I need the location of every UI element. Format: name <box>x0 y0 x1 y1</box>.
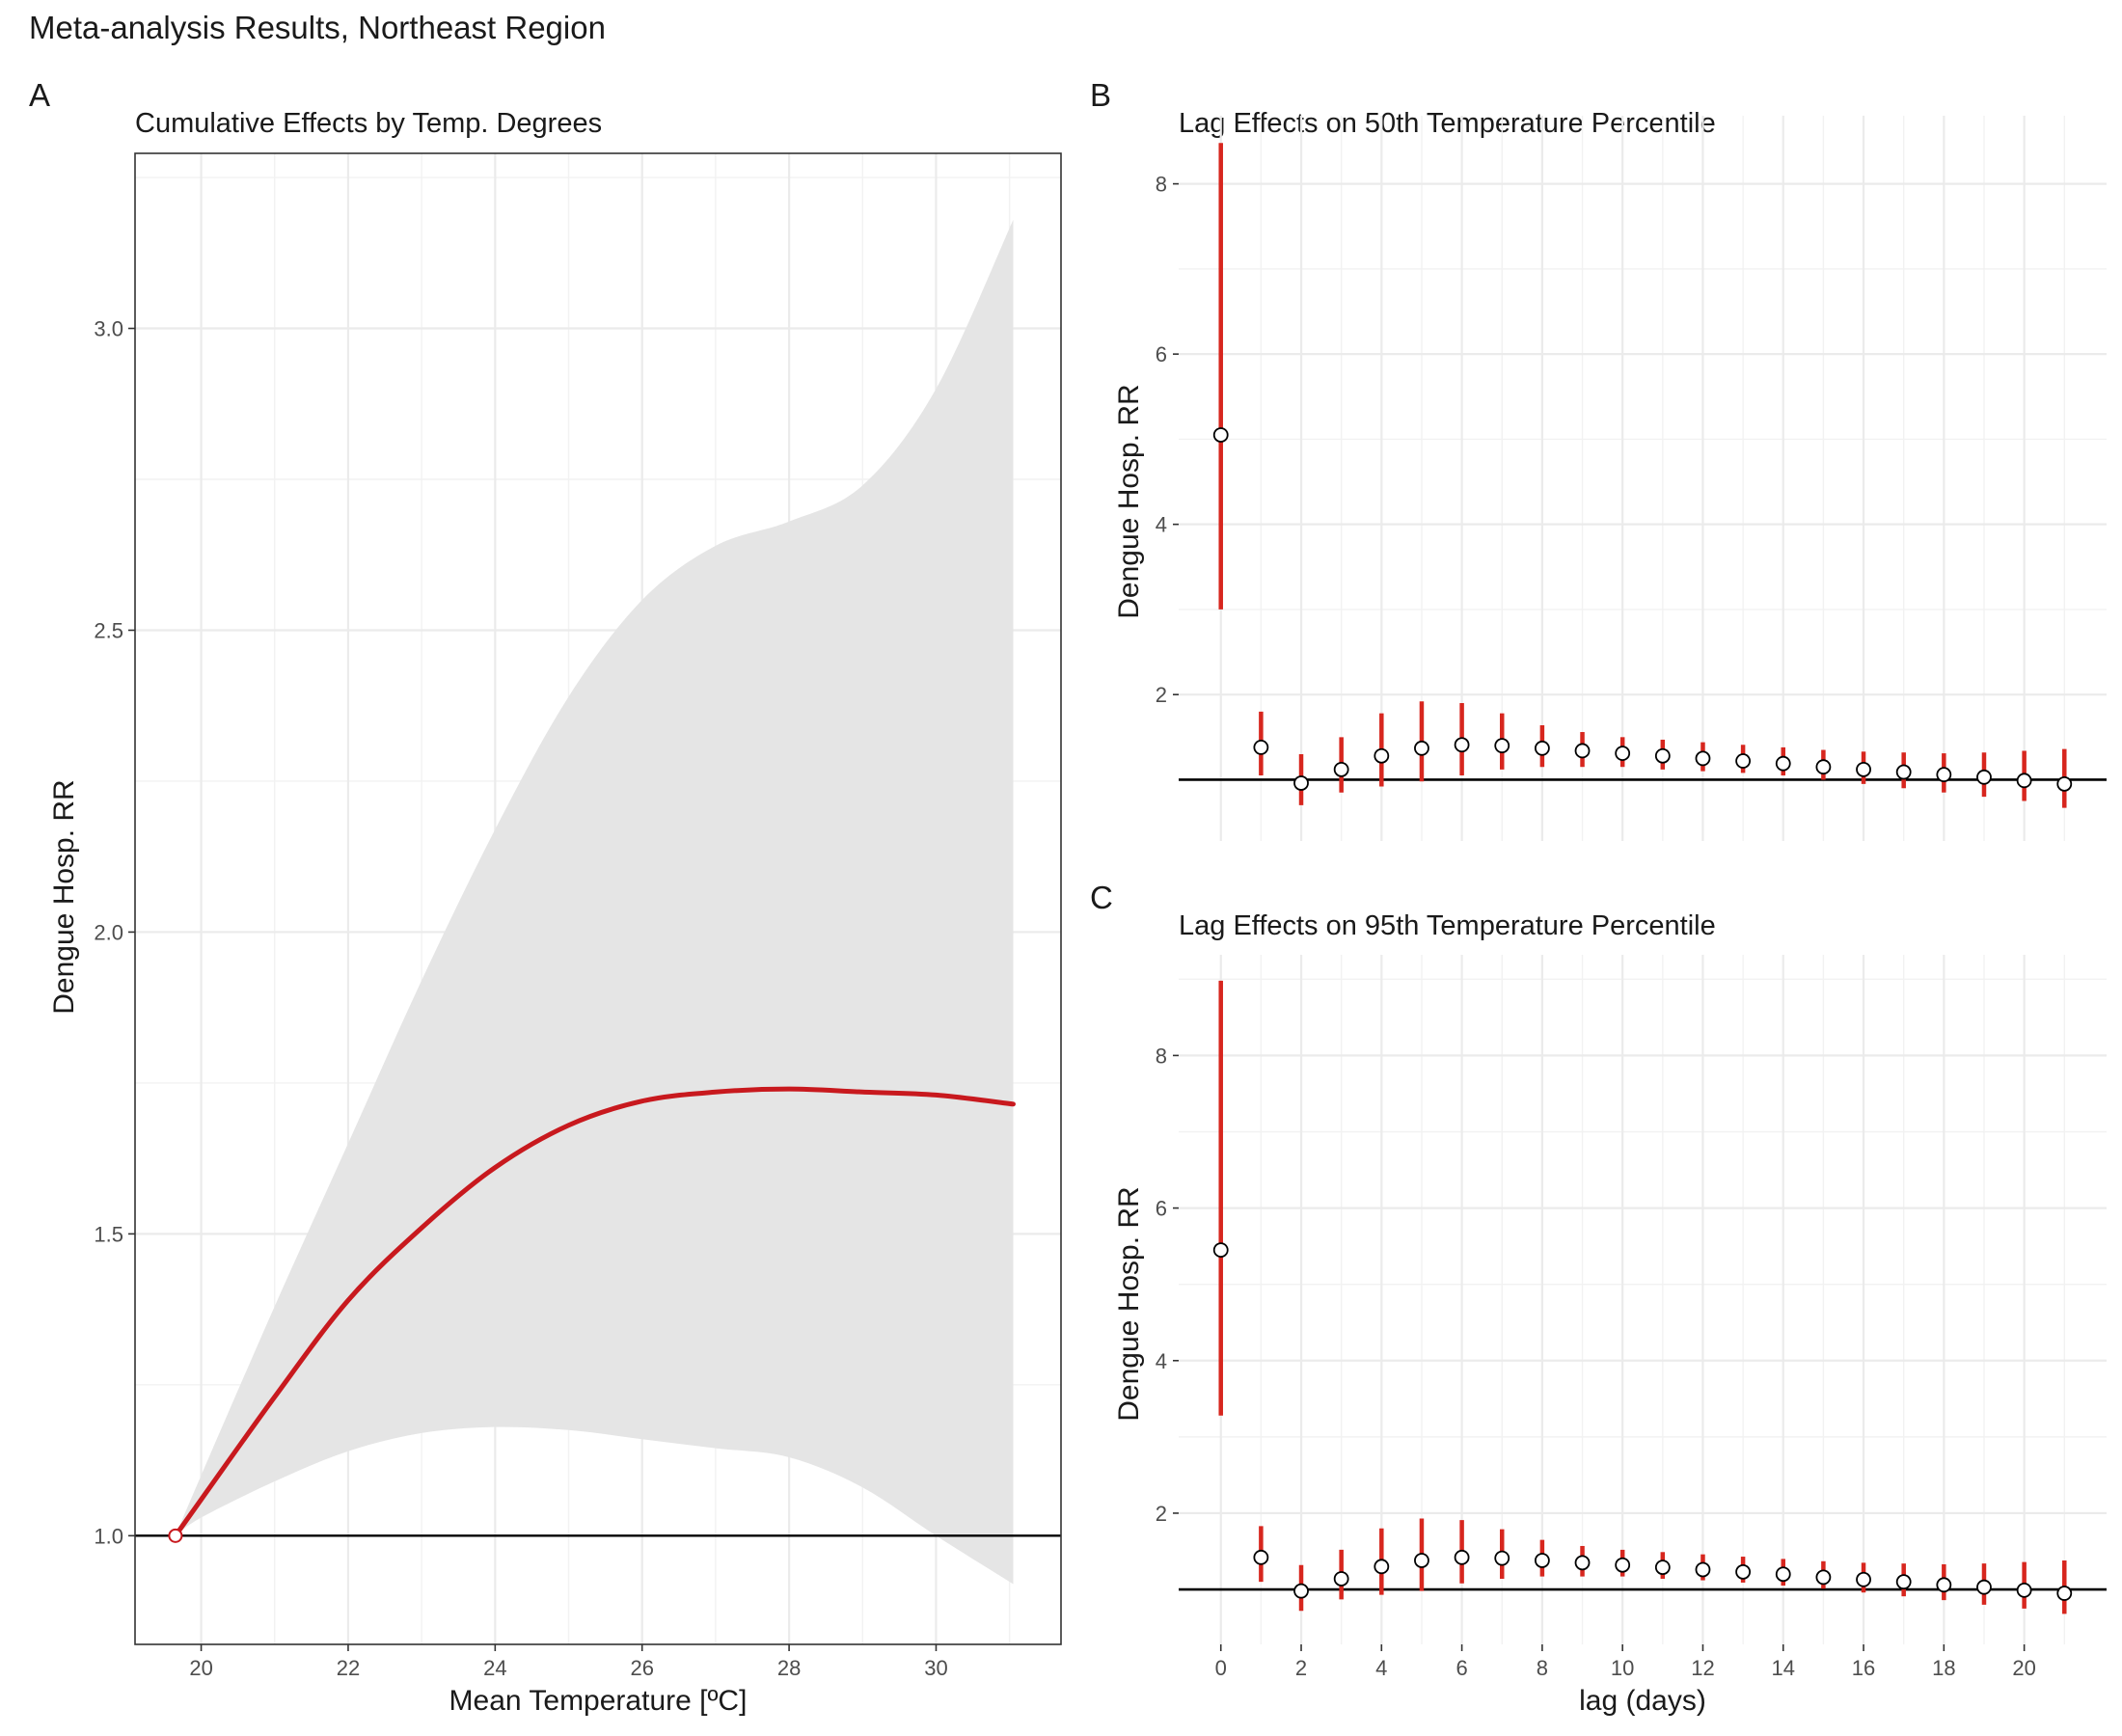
panel-b-point <box>1494 738 1510 754</box>
panel-c-x-tick-label: 0 <box>1215 1656 1227 1680</box>
panel-c-y-tick-label: 4 <box>1156 1349 1167 1373</box>
panel-b-point <box>1333 761 1349 777</box>
panel-a-x-tick-label: 28 <box>777 1656 801 1680</box>
panel-c-point <box>1815 1569 1832 1586</box>
panel-c-point <box>1775 1566 1791 1583</box>
panel-c-point <box>1695 1561 1711 1578</box>
panel-c-x-tick-label: 12 <box>1691 1656 1714 1680</box>
panel-b-point <box>1212 427 1229 443</box>
panel-b-y-tick-label: 6 <box>1156 342 1167 366</box>
panel-a-tag: A <box>29 77 50 113</box>
panel-b-title: Lag Effects on 50th Temperature Percenti… <box>1179 108 1716 139</box>
panel-c-x-tick-label: 2 <box>1295 1656 1307 1680</box>
panel-b-point <box>1454 737 1470 753</box>
panel-c-point <box>1414 1553 1429 1568</box>
panel-c-y-tick-label: 6 <box>1156 1197 1167 1221</box>
panel-b-point <box>2016 773 2032 789</box>
panel-c-point <box>1976 1579 1992 1595</box>
panel-b-point <box>1615 746 1631 761</box>
panel-c-x-tick-label: 4 <box>1375 1656 1387 1680</box>
panel-c-x-tick-label: 20 <box>2012 1656 2035 1680</box>
panel-c-x-tick-label: 6 <box>1455 1656 1467 1680</box>
panel-a-x-tick-label: 20 <box>189 1656 212 1680</box>
panel-a-y-tick-label: 3.0 <box>94 317 123 341</box>
panel-a-x-tick-label: 24 <box>483 1656 506 1680</box>
panel-b-point <box>1976 769 1992 785</box>
panel-c-tag: C <box>1090 880 1113 915</box>
panel-b-point <box>1815 759 1832 775</box>
panel-a-rr-curve <box>173 1086 1016 1538</box>
panel-a-y-tick-label: 2.5 <box>94 618 123 642</box>
panel-a-y-tick-label: 1.0 <box>94 1524 123 1548</box>
panel-a-x-tick-label: 22 <box>337 1656 360 1680</box>
panel-b-point <box>2056 775 2073 792</box>
panel-a-frame <box>134 152 1062 1645</box>
panel-b-point <box>1695 750 1711 767</box>
panel-a-x-axis-title: Mean Temperature [ºC] <box>449 1685 748 1717</box>
panel-c-point <box>1574 1555 1591 1571</box>
panel-c-point <box>1735 1563 1752 1580</box>
panel-c-point <box>1494 1550 1510 1566</box>
panel-c-point <box>1293 1583 1309 1599</box>
panel-b-point <box>1775 755 1791 772</box>
panel-b-point <box>1574 743 1591 759</box>
panel-a-x-tick-label: 26 <box>630 1656 653 1680</box>
panel-a-y-tick-label: 1.5 <box>94 1222 123 1246</box>
panel-b-point <box>1735 753 1752 769</box>
panel-a-x-tick-label: 30 <box>924 1656 947 1680</box>
panel-b-point <box>1654 747 1671 764</box>
panel-b-point <box>1374 747 1390 764</box>
panel-a-y-tick-label: 2.0 <box>94 920 123 944</box>
panel-c-x-tick-label: 14 <box>1772 1656 1795 1680</box>
panel-c-y-tick-label: 2 <box>1156 1502 1167 1526</box>
panel-b-tag: B <box>1090 77 1111 113</box>
panel-c-x-axis-title: lag (days) <box>1579 1685 1706 1717</box>
panel-c-point <box>1654 1560 1671 1576</box>
panel-b-point <box>1534 740 1550 756</box>
panel-b-point <box>1253 740 1269 755</box>
panel-a-y-axis-title: Dengue Hosp. RR <box>48 779 80 1014</box>
panel-c-x-tick-label: 8 <box>1537 1656 1548 1680</box>
panel-c-point <box>1212 1242 1229 1258</box>
panel-c-point <box>1333 1571 1349 1587</box>
panel-c-point <box>1895 1574 1912 1590</box>
panel-a-reference-point <box>168 1528 183 1543</box>
panel-c-y-axis-title: Dengue Hosp. RR <box>1113 1186 1145 1421</box>
panel-c-point <box>1936 1577 1952 1593</box>
panel-a-title: Cumulative Effects by Temp. Degrees <box>135 108 602 139</box>
panel-b-y-tick-label: 4 <box>1156 513 1167 537</box>
panel-b-y-tick-label: 8 <box>1156 173 1167 197</box>
panel-c-x-tick-label: 16 <box>1852 1656 1875 1680</box>
panel-c-x-tick-label: 10 <box>1611 1656 1634 1680</box>
figure-title: Meta-analysis Results, Northeast Region <box>29 10 606 45</box>
panel-a-plot: 1.0 1.5 2.0 2.5 3.0 20 22 24 26 28 30 <box>94 152 1062 1680</box>
panel-c-point <box>2056 1586 2073 1601</box>
panel-a-confidence-band <box>175 219 1014 1585</box>
panel-c-x-tick-label: 18 <box>1932 1656 1955 1680</box>
panel-c-point <box>1374 1559 1390 1575</box>
panel-b-point <box>1895 764 1912 780</box>
panel-c-point <box>1856 1571 1871 1587</box>
panel-b-point <box>1414 740 1429 756</box>
panel-b-plot: 2 4 6 8 <box>1156 116 2107 841</box>
panel-b-y-axis-title: Dengue Hosp. RR <box>1113 384 1145 618</box>
panel-c-point <box>2016 1582 2032 1598</box>
panel-c-title: Lag Effects on 95th Temperature Percenti… <box>1179 910 1716 941</box>
panel-c-plot: 2 4 6 8 0 2 4 6 8 10 12 14 16 18 20 <box>1156 955 2107 1680</box>
panel-c-point <box>1454 1549 1470 1565</box>
panel-c-point <box>1615 1557 1631 1573</box>
panel-c-point <box>1253 1549 1269 1565</box>
panel-b-point <box>1293 775 1309 791</box>
panel-b-y-tick-label: 2 <box>1156 683 1167 707</box>
panel-c-point <box>1534 1553 1550 1568</box>
panel-c-y-tick-label: 8 <box>1156 1044 1167 1068</box>
panel-b-point <box>1856 761 1871 777</box>
panel-b-point <box>1936 767 1952 783</box>
